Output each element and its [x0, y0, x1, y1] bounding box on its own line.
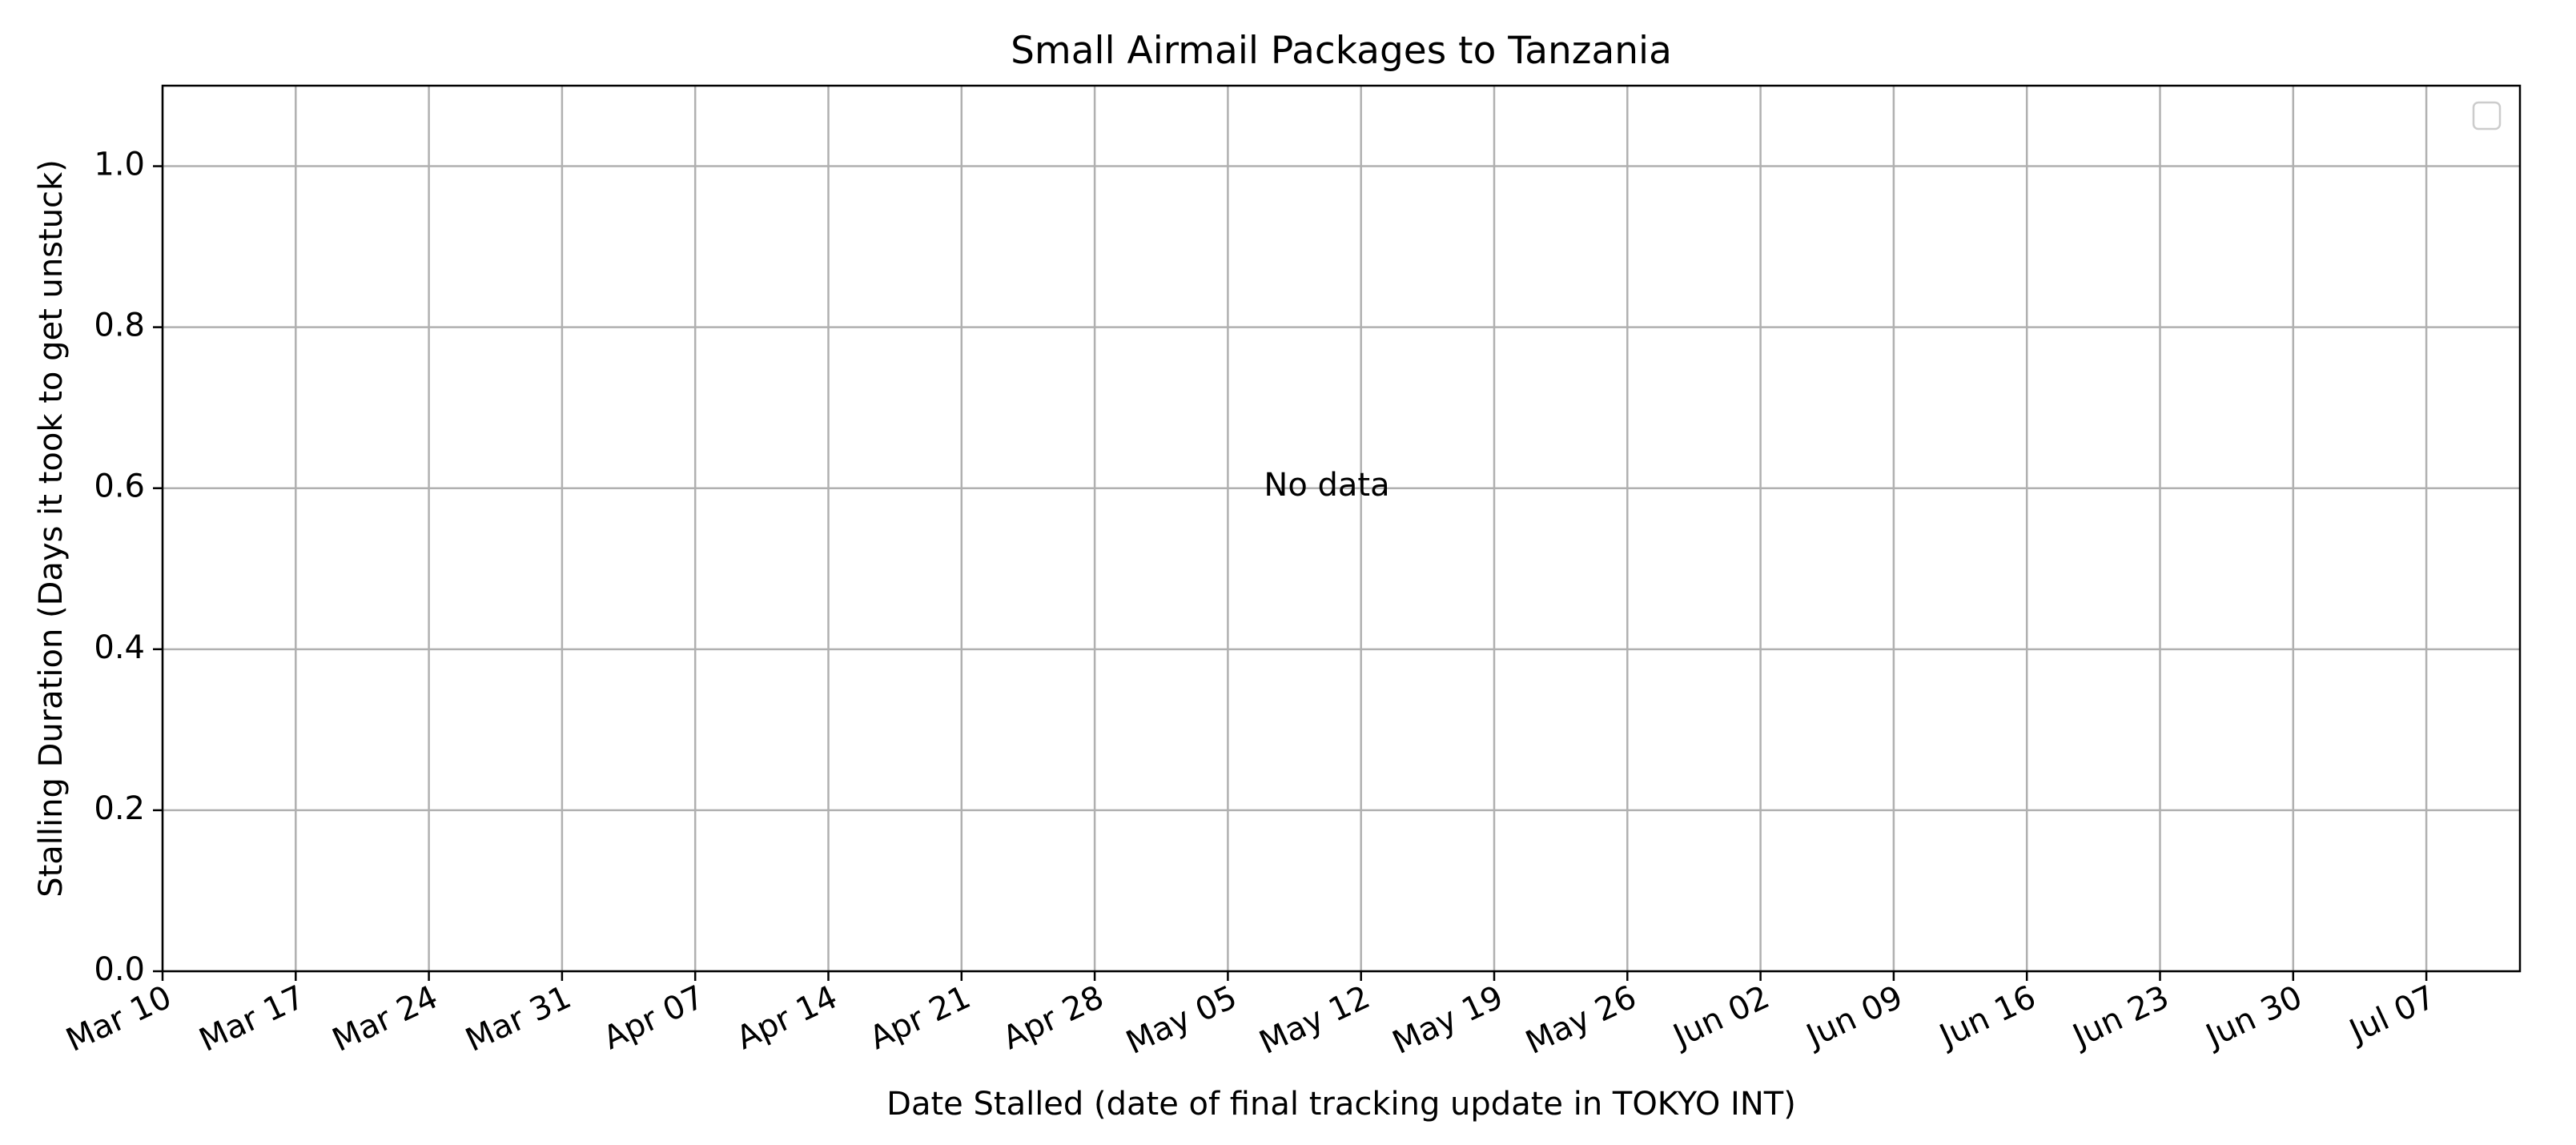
y-tick-label: 1.0: [94, 147, 145, 183]
x-axis: Mar 10 Mar 17 Mar 24 Mar 31 Apr 07 Apr 14 Apr …: [61, 971, 2441, 1062]
x-tick-label: Mar 10: [61, 978, 178, 1059]
legend-box: [2472, 101, 2502, 131]
y-tick-label: 0.8: [94, 307, 145, 344]
y-tick-label: 0.2: [94, 790, 145, 827]
x-tick-label: Jun 09: [1799, 978, 1908, 1055]
y-axis: 0.0 0.2 0.4 0.6 0.8 1.0: [94, 147, 163, 988]
x-tick-label: Jun 23: [2065, 978, 2174, 1055]
x-tick-label: Jun 30: [2199, 978, 2308, 1055]
x-tick-label: Apr 07: [598, 978, 710, 1057]
x-axis-label: Date Stalled (date of final tracking upd…: [886, 1086, 1796, 1123]
x-tick-label: May 26: [1520, 978, 1642, 1062]
x-tick-label: Jun 16: [1932, 978, 2041, 1055]
x-tick-label: May 12: [1254, 978, 1376, 1062]
x-tick-label: Jun 02: [1666, 978, 1774, 1055]
y-tick-label: 0.6: [94, 468, 145, 505]
no-data-annotation: No data: [1264, 467, 1389, 504]
x-tick-label: Apr 28: [998, 978, 1110, 1057]
plot-area-frame: [161, 84, 2522, 973]
x-tick-label: Jul 07: [2342, 978, 2441, 1051]
x-tick-label: Apr 14: [731, 978, 843, 1057]
grid: [161, 86, 2520, 973]
x-tick-label: Mar 17: [194, 978, 311, 1059]
y-axis-label: Stalling Duration (Days it took to get u…: [33, 159, 70, 898]
chart-title: Small Airmail Packages to Tanzania: [1011, 29, 1672, 73]
x-tick-label: May 19: [1387, 978, 1509, 1062]
x-tick-label: Apr 21: [864, 978, 976, 1057]
x-tick-label: May 05: [1121, 978, 1243, 1062]
x-tick-label: Mar 31: [460, 978, 577, 1059]
x-tick-label: Mar 24: [327, 978, 444, 1059]
y-tick-label: 0.4: [94, 629, 145, 666]
y-tick-label: 0.0: [94, 951, 145, 988]
